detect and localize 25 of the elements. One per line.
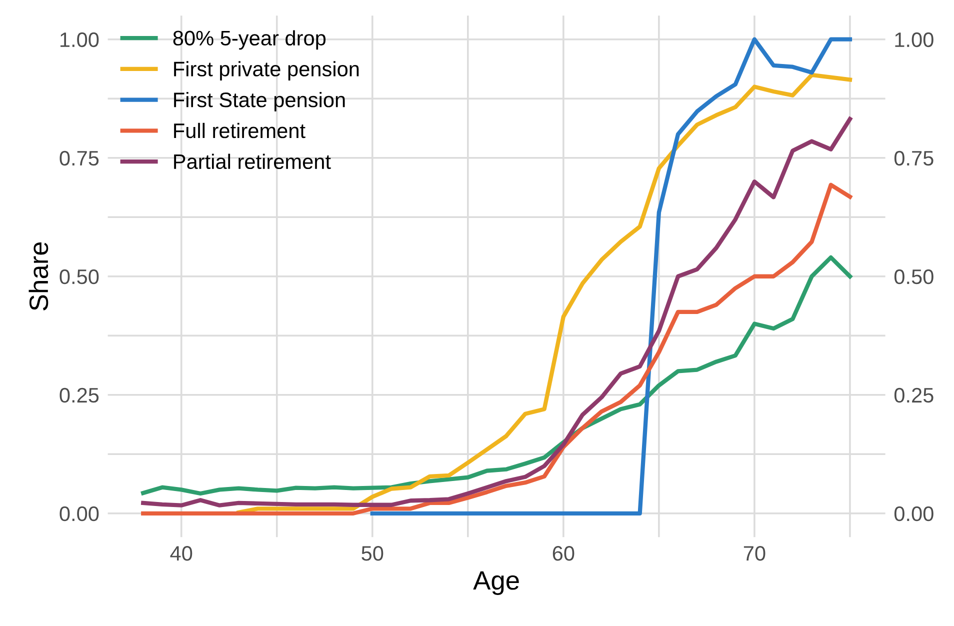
y-tick-label: 0.50 (60, 269, 99, 284)
y2-tick-label: 0.00 (894, 506, 934, 522)
x-tick-label: 60 (552, 546, 574, 561)
line-series (370, 37, 852, 516)
legend-label: First private pension (174, 61, 359, 81)
x-axis-title: Age (473, 571, 519, 596)
line-series (141, 255, 852, 496)
x-tick-label: 50 (362, 546, 384, 561)
y-axis-title: Share (28, 242, 48, 310)
y2-tick-label: 0.50 (894, 269, 934, 284)
legend-label: 80% 5-year drop (173, 30, 326, 50)
legend-label: Full retirement (174, 122, 306, 138)
x-tick-label: 70 (744, 546, 766, 561)
line-series (141, 182, 852, 516)
y-tick-label: 0.00 (60, 506, 99, 522)
y2-tick-label: 0.25 (894, 388, 934, 403)
legend-label: First State pension (174, 92, 345, 112)
y-tick-label: 0.25 (60, 388, 99, 403)
y2-tick-label: 0.75 (894, 150, 934, 166)
y-tick-label: 1.00 (60, 32, 99, 48)
x-tick-label: 40 (170, 546, 192, 561)
line-series (141, 116, 852, 508)
y-tick-label: 0.75 (60, 150, 99, 166)
legend-label: Partial retirement (174, 154, 331, 170)
y2-tick-label: 1.00 (895, 32, 934, 48)
